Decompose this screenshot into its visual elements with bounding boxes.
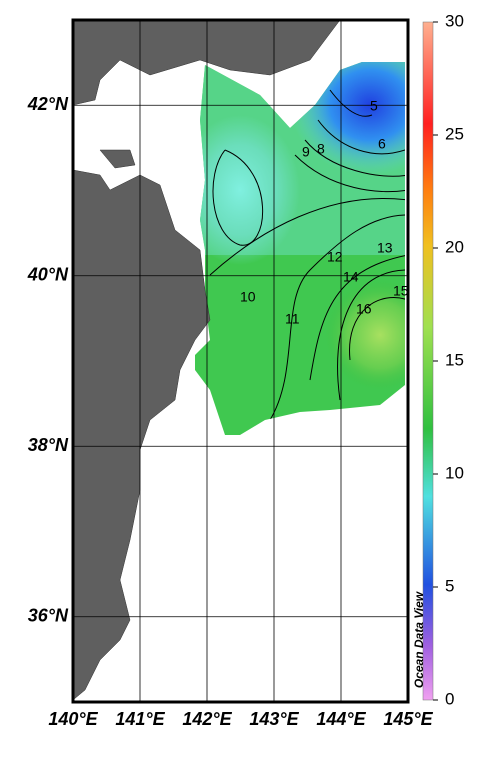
- contour-label: 15: [393, 283, 409, 299]
- contour-labels: 5 6 8 9 10 11 12 13 14 15 16: [240, 98, 409, 327]
- y-tick-label: 36°N: [28, 606, 69, 626]
- contour-label: 10: [240, 289, 256, 305]
- colorbar-label: 15: [445, 350, 464, 369]
- contours: [209, 89, 405, 421]
- contour-label: 6: [378, 136, 386, 152]
- contour-label: 12: [327, 249, 343, 265]
- contour-label: 14: [343, 269, 359, 285]
- colorbar-label: 10: [445, 463, 464, 482]
- contour-label: 16: [356, 301, 372, 317]
- colorbar-label: 30: [445, 11, 464, 30]
- contour-label: 9: [302, 144, 310, 160]
- x-tick-label: 140°E: [48, 709, 98, 729]
- y-tick-label: 38°N: [28, 435, 69, 455]
- contour-label: 5: [370, 98, 378, 114]
- colorbar-label: 25: [445, 124, 464, 143]
- y-tick-label: 42°N: [27, 94, 69, 114]
- colorbar-label: 20: [445, 237, 464, 256]
- contour-label: 8: [317, 141, 325, 157]
- x-tick-label: 143°E: [249, 709, 299, 729]
- x-tick-label: 144°E: [316, 709, 366, 729]
- colorbar-label: 5: [445, 576, 454, 595]
- data-field: [195, 62, 405, 435]
- colorbar-label: 0: [445, 689, 454, 708]
- x-tick-label: 145°E: [383, 709, 433, 729]
- contour-label: 11: [285, 311, 300, 327]
- credit: Ocean Data View: [412, 591, 426, 688]
- x-tick-label: 142°E: [182, 709, 232, 729]
- y-tick-label: 40°N: [27, 265, 69, 285]
- contour-label: 13: [377, 240, 393, 256]
- x-tick-label: 141°E: [115, 709, 165, 729]
